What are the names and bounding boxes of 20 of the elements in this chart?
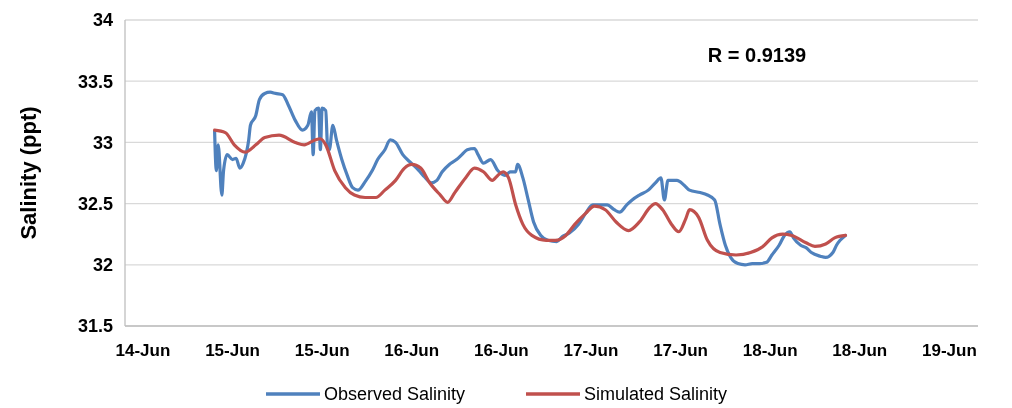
y-axis-title: Salinity (ppt) — [16, 106, 41, 240]
x-tick-label: 17-Jun — [653, 341, 708, 360]
annotation: R = 0.9139 — [707, 44, 807, 66]
y-tick-label: 33 — [92, 132, 113, 153]
x-tick-label: 18-Jun — [742, 341, 798, 360]
y-tick-label: 32 — [92, 255, 113, 276]
x-tick-label: 15-Jun — [294, 341, 350, 360]
y-tick-label: 32.5 — [77, 193, 113, 214]
x-tick-label: 19-Jun — [921, 341, 977, 360]
x-tick-label: 15-Jun — [205, 341, 260, 360]
x-tick-label: 17-Jun — [563, 341, 619, 360]
y-tick-label: 33.5 — [77, 71, 113, 92]
x-tick-label: 16-Jun — [473, 341, 529, 360]
legend-label: Simulated Salinity — [584, 384, 728, 405]
x-tick-label: 18-Jun — [832, 341, 888, 360]
x-tick-label: 14-Jun — [115, 341, 171, 360]
y-tick-label: 31.5 — [77, 316, 113, 337]
legend-label: Observed Salinity — [324, 384, 466, 405]
y-tick-label: 34 — [92, 10, 113, 31]
x-tick-label: 16-Jun — [384, 341, 440, 360]
